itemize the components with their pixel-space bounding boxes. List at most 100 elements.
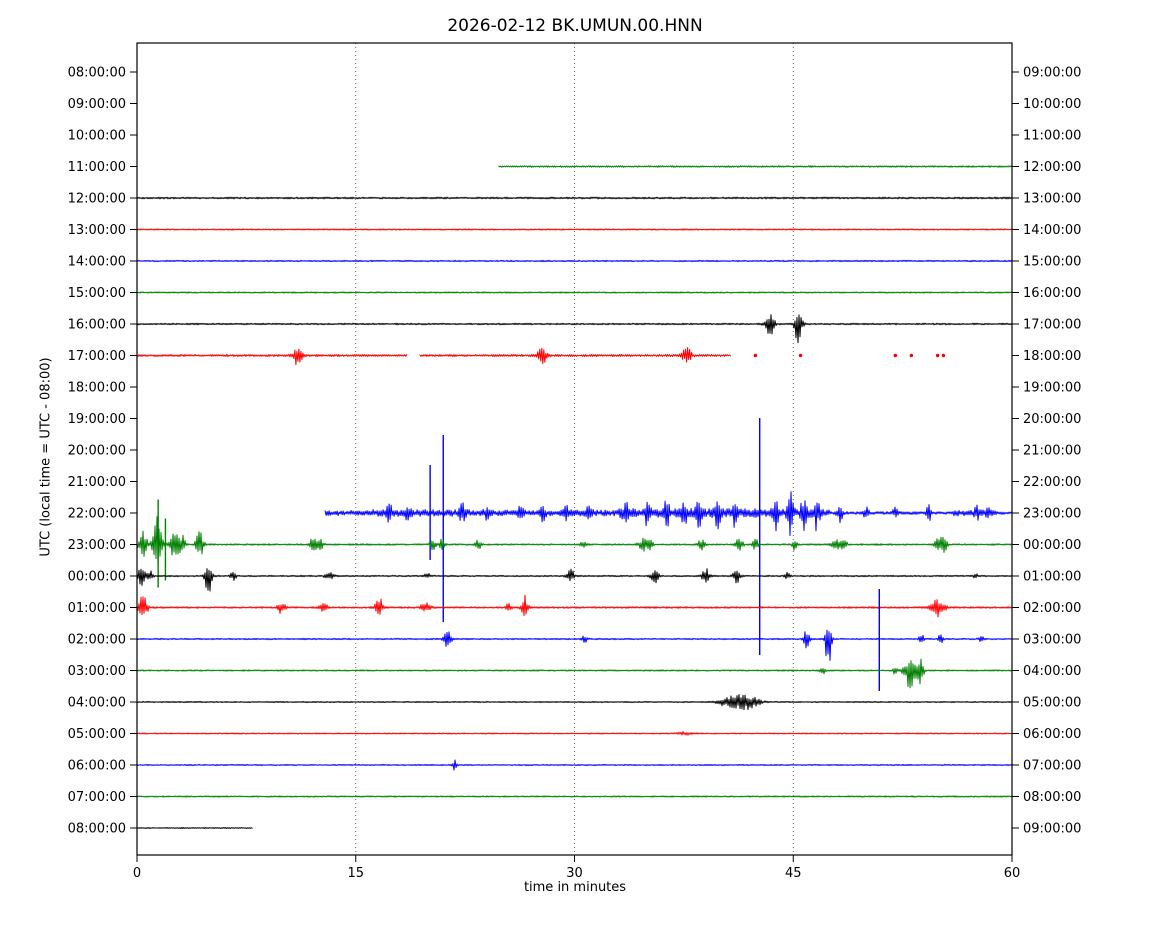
left-time-label: 23:00:00 (68, 538, 126, 553)
right-time-label: 19:00:00 (1023, 381, 1081, 396)
left-time-label: 07:00:00 (68, 790, 126, 805)
right-time-label: 09:00:00 (1023, 822, 1081, 837)
x-tick-label: 45 (785, 866, 802, 881)
left-time-label: 06:00:00 (68, 759, 126, 774)
trace-segment (136, 259, 1013, 263)
trace-segment (136, 314, 1013, 344)
trace-dot (935, 353, 940, 358)
trace-row-230000 (136, 499, 1013, 588)
trace-row-070000 (136, 795, 1013, 798)
right-time-label: 21:00:00 (1023, 444, 1081, 459)
trace-segment (498, 165, 1013, 168)
trace-row-030000 (136, 658, 1013, 689)
right-time-label: 15:00:00 (1023, 255, 1081, 270)
trace-dot (941, 353, 946, 358)
left-time-label: 11:00:00 (68, 160, 126, 175)
trace-segment (136, 694, 1013, 711)
trace-segment (136, 594, 1013, 618)
left-time-label: 19:00:00 (68, 412, 126, 427)
right-time-label: 00:00:00 (1023, 538, 1081, 553)
trace-row-000000 (136, 568, 1013, 592)
trace-row-140000 (136, 259, 1013, 263)
trace-row-220000 (324, 418, 1013, 655)
trace-row-050000 (136, 731, 1013, 736)
right-time-label: 13:00:00 (1023, 192, 1081, 207)
right-time-label: 06:00:00 (1023, 727, 1081, 742)
left-time-label: 10:00:00 (68, 129, 126, 144)
right-time-label: 11:00:00 (1023, 129, 1081, 144)
right-time-label: 20:00:00 (1023, 412, 1081, 427)
left-time-label: 14:00:00 (68, 255, 126, 270)
right-time-label: 02:00:00 (1023, 601, 1081, 616)
left-time-label: 00:00:00 (68, 570, 126, 585)
right-time-label: 17:00:00 (1023, 318, 1081, 333)
left-time-label: 22:00:00 (68, 507, 126, 522)
trace-segment (324, 491, 1013, 536)
trace-segment (136, 731, 1013, 736)
trace-segment (419, 347, 731, 365)
trace-segment (136, 348, 408, 366)
grid-lines (355, 43, 794, 855)
left-time-label: 15:00:00 (68, 286, 126, 301)
trace-segment (136, 291, 1013, 294)
right-time-label: 14:00:00 (1023, 223, 1081, 238)
trace-dot (798, 353, 803, 358)
left-time-label: 04:00:00 (68, 696, 126, 711)
trace-row-040000 (136, 694, 1013, 711)
left-time-label: 08:00:00 (68, 822, 126, 837)
trace-row-010000 (136, 594, 1013, 618)
left-time-label: 05:00:00 (68, 727, 126, 742)
trace-segment (136, 196, 1013, 200)
trace-rows (136, 165, 1013, 829)
left-time-label: 18:00:00 (68, 381, 126, 396)
x-axis-label: time in minutes (523, 880, 627, 895)
y-axis-label: UTC (local time = UTC - 08:00) (38, 357, 54, 557)
trace-row-170000 (136, 347, 946, 366)
left-time-label: 08:00:00 (68, 66, 126, 81)
left-time-label: 12:00:00 (68, 192, 126, 207)
right-time-label: 18:00:00 (1023, 349, 1081, 364)
left-time-label: 21:00:00 (68, 475, 126, 490)
trace-row-130000 (136, 228, 1013, 231)
x-tick-label: 30 (566, 866, 583, 881)
trace-row-060000 (136, 759, 1013, 771)
right-time-label: 05:00:00 (1023, 696, 1081, 711)
left-time-label: 09:00:00 (68, 97, 126, 112)
left-time-label: 13:00:00 (68, 223, 126, 238)
left-time-label: 20:00:00 (68, 444, 126, 459)
trace-segment (136, 759, 1013, 771)
left-time-label: 16:00:00 (68, 318, 126, 333)
right-time-label: 12:00:00 (1023, 160, 1081, 175)
left-time-label: 03:00:00 (68, 664, 126, 679)
trace-segment (136, 658, 1013, 689)
right-time-label: 07:00:00 (1023, 759, 1081, 774)
left-time-label: 17:00:00 (68, 349, 126, 364)
axis-ticks (130, 71, 1019, 862)
right-time-label: 16:00:00 (1023, 286, 1081, 301)
left-time-label: 01:00:00 (68, 601, 126, 616)
trace-row-160000 (136, 314, 1013, 344)
trace-dot (753, 353, 758, 358)
x-tick-label: 60 (1004, 866, 1021, 881)
trace-row-120000 (136, 196, 1013, 200)
right-time-label: 03:00:00 (1023, 633, 1081, 648)
x-tick-label: 15 (347, 866, 364, 881)
trace-segment (136, 827, 253, 829)
trace-row-080000 (136, 827, 253, 829)
x-tick-label: 0 (133, 866, 141, 881)
plot-title: 2026-02-12 BK.UMUN.00.HNN (447, 16, 703, 36)
trace-segment (136, 516, 1013, 565)
right-time-label: 01:00:00 (1023, 570, 1081, 585)
right-time-label: 09:00:00 (1023, 66, 1081, 81)
right-time-label: 10:00:00 (1023, 97, 1081, 112)
tick-labels: 08:00:00 09:00:00 10:00:00 11:00:00 12:00:00… (68, 66, 1082, 882)
trace-segment (136, 228, 1013, 231)
trace-segment (136, 629, 1013, 661)
trace-dot (893, 353, 898, 358)
trace-row-150000 (136, 291, 1013, 294)
right-time-label: 23:00:00 (1023, 507, 1081, 522)
trace-dot (909, 353, 914, 358)
trace-segment (136, 568, 1013, 592)
